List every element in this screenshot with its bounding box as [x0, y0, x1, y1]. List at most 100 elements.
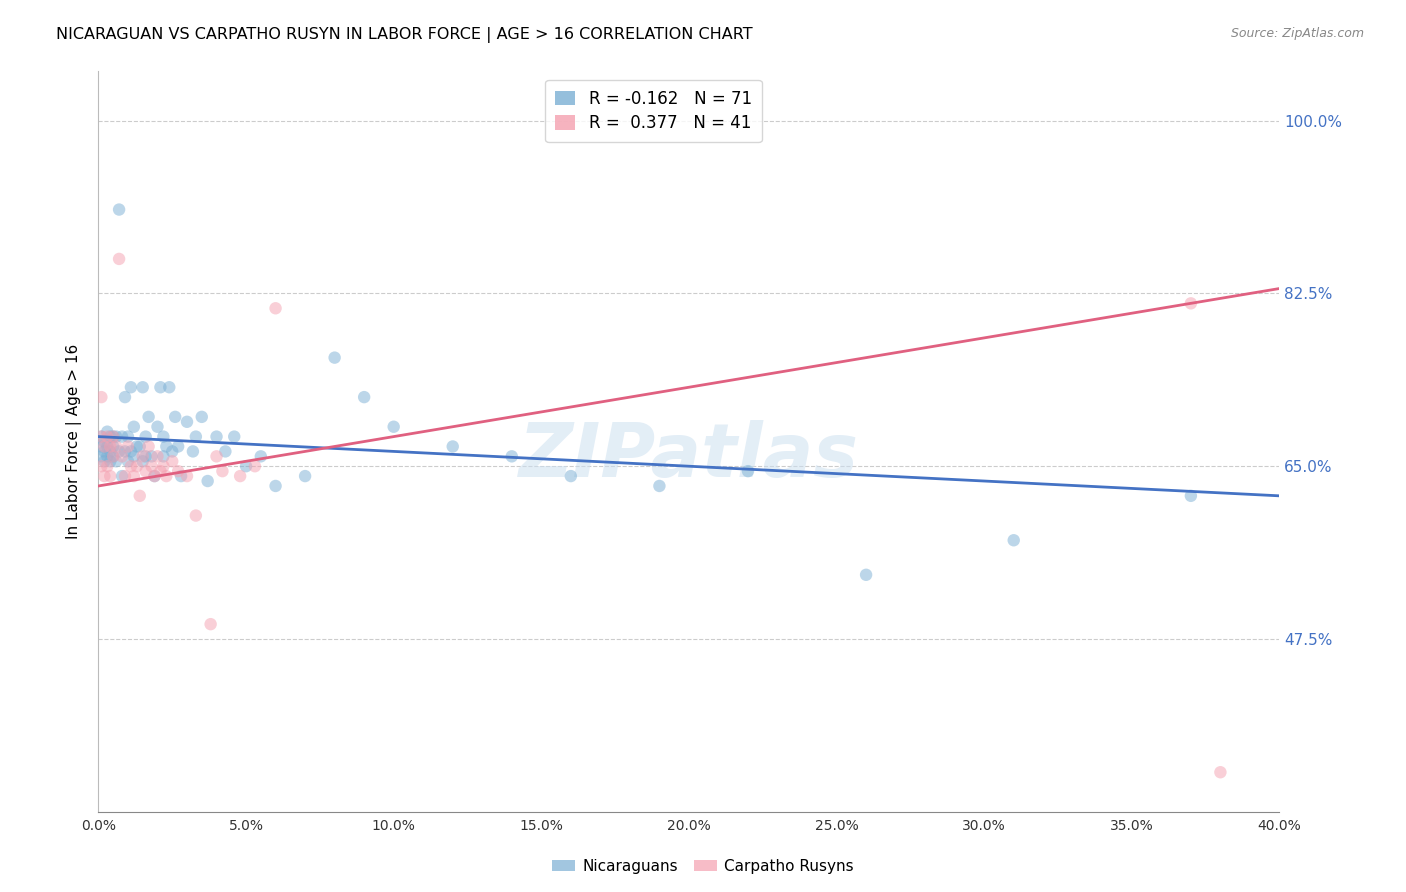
Point [353, 390, 375, 404]
Point [120, 459, 142, 474]
Point [167, 440, 190, 454]
Point [128, 440, 150, 454]
Point [98, 429, 121, 443]
Point [98, 454, 121, 468]
Point [152, 459, 174, 474]
Text: NICARAGUAN VS CARPATHO RUSYN IN LABOR FORCE | AGE > 16 CORRELATION CHART: NICARAGUAN VS CARPATHO RUSYN IN LABOR FO… [56, 27, 752, 43]
Point [501, 450, 523, 464]
Point [205, 429, 228, 443]
Point [122, 469, 145, 483]
Point [224, 429, 246, 443]
Point [125, 440, 148, 454]
Point [214, 444, 236, 458]
Point [162, 444, 183, 458]
Point [103, 450, 125, 464]
Point [191, 409, 214, 424]
Point [138, 409, 160, 424]
Point [98, 444, 121, 458]
Legend: R = -0.162   N = 71, R =  0.377   N = 41: R = -0.162 N = 71, R = 0.377 N = 41 [546, 79, 762, 143]
Point [141, 459, 163, 474]
Point [132, 454, 155, 468]
Point [93, 454, 115, 468]
Point [108, 444, 131, 458]
Point [143, 469, 166, 483]
Point [103, 429, 125, 443]
Point [117, 429, 139, 443]
Point [103, 440, 125, 454]
Point [243, 459, 266, 474]
Point [1180, 489, 1202, 503]
Point [111, 450, 134, 464]
Point [93, 444, 115, 458]
Point [1209, 765, 1232, 780]
Point [132, 450, 155, 464]
Point [170, 469, 193, 483]
Point [149, 464, 172, 478]
Point [382, 419, 405, 434]
Y-axis label: In Labor Force | Age > 16: In Labor Force | Age > 16 [66, 344, 83, 539]
Text: ZIPatlas: ZIPatlas [519, 420, 859, 493]
Point [114, 390, 136, 404]
Point [184, 429, 207, 443]
Point [157, 380, 180, 394]
Point [93, 469, 115, 483]
Point [197, 474, 219, 488]
Point [648, 479, 671, 493]
Point [323, 351, 346, 365]
Point [152, 429, 174, 443]
Point [103, 450, 125, 464]
Point [135, 429, 157, 443]
Point [146, 450, 169, 464]
Point [184, 508, 207, 523]
Text: Source: ZipAtlas.com: Source: ZipAtlas.com [1230, 27, 1364, 40]
Point [176, 469, 198, 483]
Point [235, 459, 257, 474]
Point [294, 469, 316, 483]
Point [90, 459, 112, 474]
Point [128, 489, 150, 503]
Point [90, 390, 112, 404]
Point [167, 464, 190, 478]
Point [141, 450, 163, 464]
Point [90, 429, 112, 443]
Point [111, 469, 134, 483]
Point [90, 450, 112, 464]
Point [125, 459, 148, 474]
Point [93, 440, 115, 454]
Point [117, 454, 139, 468]
Point [90, 440, 112, 454]
Point [103, 429, 125, 443]
Point [105, 454, 128, 468]
Point [149, 380, 172, 394]
Point [855, 567, 877, 582]
Point [117, 440, 139, 454]
Point [105, 429, 128, 443]
Point [135, 464, 157, 478]
Point [146, 419, 169, 434]
Point [211, 464, 233, 478]
Point [111, 429, 134, 443]
Point [120, 380, 142, 394]
Point [737, 464, 759, 478]
Point [98, 469, 121, 483]
Point [1180, 296, 1202, 310]
Point [98, 440, 121, 454]
Point [96, 450, 118, 464]
Point [155, 440, 177, 454]
Point [96, 440, 118, 454]
Point [162, 454, 183, 468]
Point [135, 450, 157, 464]
Point [105, 440, 128, 454]
Point [1002, 533, 1025, 548]
Legend: Nicaraguans, Carpatho Rusyns: Nicaraguans, Carpatho Rusyns [546, 853, 860, 880]
Point [96, 425, 118, 439]
Point [229, 469, 252, 483]
Point [155, 469, 177, 483]
Point [122, 419, 145, 434]
Point [176, 415, 198, 429]
Point [250, 450, 273, 464]
Point [96, 429, 118, 443]
Point [108, 202, 131, 217]
Point [90, 429, 112, 443]
Point [264, 479, 287, 493]
